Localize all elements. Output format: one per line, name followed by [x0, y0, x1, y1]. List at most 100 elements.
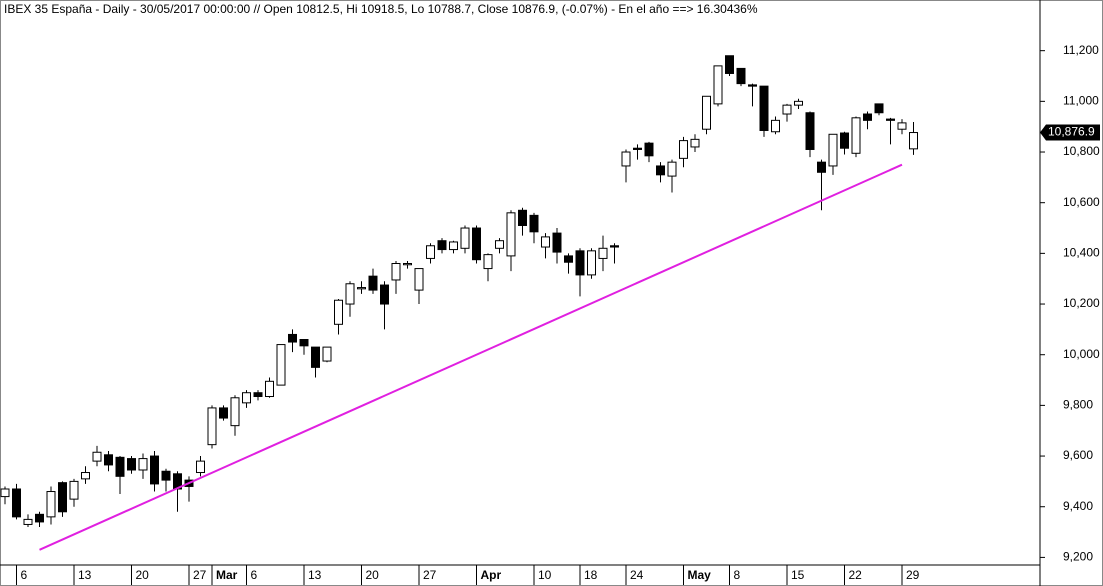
candle-body — [426, 245, 435, 259]
candle-body — [58, 482, 67, 513]
candle-body — [495, 240, 504, 249]
candle-body — [794, 100, 803, 106]
y-tick-label: 9,200 — [1063, 550, 1093, 564]
candle-body — [552, 232, 562, 253]
x-tick-label: 13 — [78, 568, 92, 582]
x-tick-label: 22 — [849, 568, 863, 582]
candle-body — [322, 346, 332, 362]
y-tick-label: 9,400 — [1063, 499, 1093, 513]
candle-body — [610, 245, 619, 248]
x-tick-label: 24 — [630, 568, 644, 582]
candle-body — [115, 456, 125, 477]
x-tick-label: 6 — [251, 568, 258, 582]
candle-body — [541, 236, 550, 248]
x-tick-label: 20 — [366, 568, 380, 582]
candle-body — [265, 380, 274, 398]
candle-body — [219, 407, 228, 419]
candle-body — [587, 250, 596, 276]
y-tick-label: 10,000 — [1063, 347, 1100, 361]
candle-body — [104, 454, 113, 466]
x-tick-label: 18 — [584, 568, 598, 582]
x-tick-label: 8 — [734, 568, 741, 582]
candle-body — [828, 133, 838, 167]
candle-body — [437, 240, 447, 251]
candle-body — [414, 268, 424, 291]
x-tick-label: 10 — [538, 568, 552, 582]
x-tick-label: Mar — [216, 568, 238, 582]
x-tick-label: 29 — [906, 568, 920, 582]
candle-body — [874, 103, 884, 114]
candle-body — [69, 480, 79, 500]
candle-body — [276, 344, 286, 386]
chart-title: IBEX 35 España - Daily - 30/05/2017 00:0… — [4, 2, 758, 16]
x-tick-label: 13 — [308, 568, 322, 582]
candle-body — [690, 138, 700, 148]
x-tick-label: 6 — [21, 568, 28, 582]
candle-body — [483, 254, 493, 270]
x-tick-label: 27 — [193, 568, 207, 582]
candle-body — [897, 122, 907, 130]
candle-body — [138, 458, 148, 471]
candle-body — [345, 283, 355, 305]
candle-body — [12, 488, 21, 518]
candle-body — [334, 299, 343, 325]
candle-body — [840, 132, 849, 149]
candle-body — [449, 241, 458, 251]
candle-body — [161, 470, 171, 481]
candle-body — [357, 287, 366, 290]
last-close-marker — [1040, 124, 1100, 141]
candle-body — [679, 140, 688, 159]
y-tick-label: 10,200 — [1063, 296, 1100, 310]
y-tick-label: 11,000 — [1063, 94, 1099, 108]
candle-body — [748, 84, 757, 87]
candle-body — [702, 95, 711, 130]
candle-body — [564, 255, 573, 263]
candle-body — [817, 161, 826, 173]
candle-body — [736, 67, 746, 85]
y-tick-label: 10,400 — [1063, 246, 1100, 260]
x-tick-label: May — [688, 568, 712, 582]
x-tick-label: 15 — [791, 568, 805, 582]
x-tick-label: Apr — [481, 568, 502, 582]
candle-body — [598, 247, 608, 259]
candle-body — [759, 85, 769, 131]
y-tick-label: 11,200 — [1063, 43, 1099, 57]
candle-body — [35, 513, 44, 523]
candle-body — [403, 262, 412, 266]
trendline — [39, 163, 903, 551]
y-tick-label: 10,800 — [1063, 144, 1100, 158]
candle-body — [771, 119, 780, 133]
candle-body — [288, 333, 297, 343]
candle-body — [311, 346, 320, 368]
candle-body — [127, 458, 136, 471]
x-tick-label: 27 — [423, 568, 437, 582]
candle-body — [805, 112, 815, 150]
candle-body — [46, 491, 56, 518]
candle-body — [150, 455, 159, 485]
candle-body — [529, 214, 539, 233]
candle-body — [207, 407, 217, 446]
candle-body — [230, 397, 240, 427]
candle-body — [380, 284, 389, 305]
candle-body — [253, 392, 263, 398]
candle-body — [621, 151, 631, 167]
y-tick-label: 9,600 — [1063, 448, 1093, 462]
candle-body — [851, 117, 861, 154]
candle-body — [909, 132, 918, 150]
last-close-label: 10,876.9 — [1048, 125, 1095, 139]
candle-body — [196, 460, 205, 474]
candle-body — [506, 212, 516, 257]
candle-body — [725, 55, 734, 74]
x-tick-label: 20 — [136, 568, 150, 582]
candle-body — [886, 118, 895, 121]
candle-body — [667, 161, 677, 177]
candle-body — [92, 451, 102, 462]
y-tick-label: 10,600 — [1063, 195, 1100, 209]
candle-body — [0, 488, 10, 498]
candle-body — [633, 147, 642, 150]
candle-body — [472, 227, 481, 261]
candle-body — [23, 518, 33, 525]
y-tick-label: 9,800 — [1063, 398, 1093, 412]
candle-body — [299, 339, 309, 347]
